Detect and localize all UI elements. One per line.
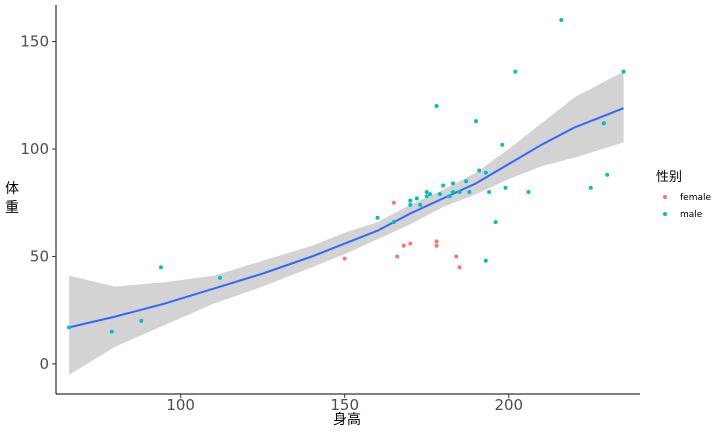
data-point-male — [67, 325, 72, 330]
x-ticks-layer: 100 150 200 — [166, 394, 523, 414]
data-point-male — [526, 190, 531, 194]
data-point-male — [457, 190, 462, 194]
data-point-male — [375, 215, 380, 220]
data-point-female — [434, 239, 439, 244]
y-axis-title-char: 重 — [5, 200, 19, 216]
data-point-male — [109, 329, 114, 334]
data-point-male — [559, 18, 564, 22]
data-point-male — [467, 190, 472, 194]
data-point-male — [408, 202, 413, 207]
data-point-male — [487, 190, 492, 194]
data-point-male — [424, 194, 429, 199]
confidence-band — [69, 71, 624, 375]
data-point-male — [464, 179, 469, 184]
fit-line-layer — [68, 107, 624, 329]
data-points-layer — [67, 18, 626, 334]
y-axis-title: 体重 — [5, 181, 19, 216]
y-tick-label: 50 — [30, 247, 49, 265]
legend-key-male — [663, 212, 667, 216]
data-point-male — [434, 104, 439, 108]
data-point-male — [159, 265, 163, 270]
y-tick-label: 150 — [20, 33, 49, 51]
data-point-male — [414, 196, 419, 201]
data-point-male — [218, 275, 222, 280]
y-tick-label: 0 — [39, 355, 49, 373]
fit-line — [68, 107, 624, 329]
data-point-male — [408, 198, 413, 203]
data-point-male — [451, 181, 455, 186]
data-point-female — [408, 241, 413, 246]
x-tick-label: 100 — [166, 396, 195, 414]
data-point-male — [621, 69, 626, 74]
data-point-male — [605, 172, 610, 177]
data-point-male — [474, 119, 478, 124]
y-ticks-layer: 0 50 100 150 — [20, 33, 56, 373]
data-point-male — [493, 220, 498, 225]
data-point-female — [454, 254, 459, 259]
legend-key-female — [663, 195, 667, 199]
confidence-band-layer — [69, 71, 624, 375]
data-point-male — [418, 202, 423, 207]
data-point-male — [391, 220, 396, 225]
x-tick-label: 150 — [330, 396, 359, 414]
data-point-male — [601, 121, 606, 126]
data-point-female — [457, 265, 462, 270]
x-axis-title: 身高 — [333, 411, 361, 428]
data-point-male — [139, 318, 144, 323]
data-point-male — [513, 69, 518, 74]
data-point-male — [428, 192, 432, 197]
data-point-female — [391, 200, 396, 205]
data-point-male — [483, 170, 488, 175]
data-point-male — [483, 258, 488, 263]
data-point-male — [503, 185, 508, 190]
data-point-female — [342, 256, 347, 261]
x-tick-label: 200 — [494, 396, 523, 414]
data-point-female — [434, 243, 439, 248]
data-point-female — [401, 243, 406, 248]
legend-label-male: male — [680, 210, 703, 220]
data-point-male — [441, 183, 446, 188]
data-point-male — [477, 168, 482, 173]
data-point-male — [437, 192, 442, 197]
axes-layer — [55, 5, 640, 395]
data-point-female — [395, 254, 400, 259]
data-point-male — [451, 190, 455, 194]
legend: 性别 female male — [656, 170, 711, 220]
legend-entries: female male — [663, 193, 711, 220]
data-point-male — [500, 142, 505, 147]
data-point-male — [588, 185, 593, 190]
y-axis-title-char: 体 — [5, 181, 19, 197]
data-point-male — [447, 194, 452, 199]
legend-label-female: female — [680, 193, 711, 203]
legend-title: 性别 — [656, 170, 682, 185]
data-point-male — [424, 190, 429, 194]
y-tick-label: 100 — [20, 140, 49, 158]
